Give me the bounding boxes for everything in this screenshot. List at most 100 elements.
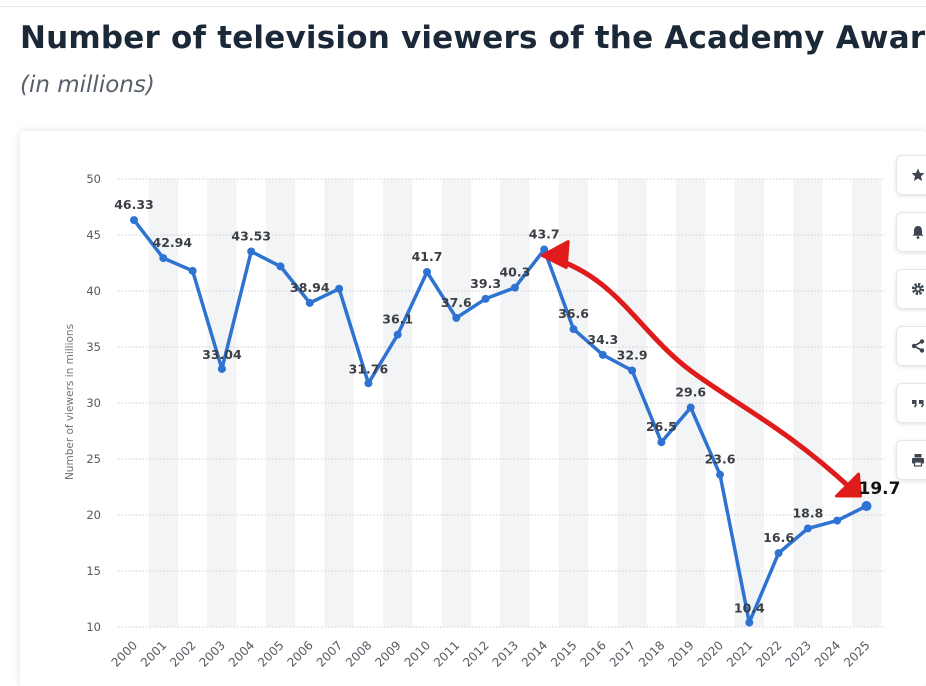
star-icon: [911, 168, 925, 181]
data-label-2020: 23.6: [705, 452, 736, 467]
print-button[interactable]: [896, 440, 926, 480]
x-tick-2008: 2008: [343, 638, 374, 669]
share-button[interactable]: [896, 326, 926, 366]
x-tick-2010: 2010: [402, 638, 433, 669]
quote-icon: [912, 400, 925, 408]
data-label-2004: 43.53: [231, 228, 271, 243]
year-band-2019: [676, 179, 706, 627]
data-point-2014: [540, 245, 549, 254]
x-tick-2016: 2016: [577, 638, 608, 669]
year-band-2017: [617, 179, 647, 627]
data-label-2023: 18.8: [792, 505, 823, 520]
data-point-2018: [657, 438, 666, 447]
data-label-2022: 16.6: [763, 530, 794, 545]
y-tick-15: 15: [86, 564, 101, 578]
data-point-2011: [452, 313, 461, 322]
chart-title: Number of television viewers of the Acad…: [20, 20, 926, 56]
y-tick-45: 45: [86, 228, 101, 242]
x-tick-2018: 2018: [636, 638, 667, 669]
x-tick-2009: 2009: [372, 638, 403, 669]
notification-button[interactable]: [896, 212, 926, 252]
x-tick-2013: 2013: [490, 638, 521, 669]
data-point-2004: [247, 247, 256, 256]
y-tick-30: 30: [86, 396, 101, 410]
x-tick-2025: 2025: [841, 638, 872, 669]
data-label-2006: 38.94: [290, 280, 330, 295]
data-point-2023: [803, 524, 812, 533]
data-point-2015: [569, 325, 578, 334]
data-point-2025: [861, 501, 872, 512]
x-tick-2005: 2005: [255, 638, 286, 669]
favorite-button[interactable]: [896, 155, 926, 195]
data-label-2010: 41.7: [412, 249, 443, 264]
data-label-2021: 10.4: [734, 601, 765, 616]
series-line-viewers: [132, 218, 869, 625]
x-tick-2014: 2014: [519, 638, 550, 669]
y-tick-40: 40: [86, 284, 101, 298]
data-point-2012: [481, 294, 490, 303]
data-point-2007: [335, 284, 344, 293]
gear-icon: [911, 282, 925, 296]
year-band-2025: [851, 179, 882, 627]
data-label-2012: 39.3: [470, 276, 501, 291]
x-tick-2015: 2015: [548, 638, 579, 669]
annotation-arrow-line: [547, 255, 853, 491]
data-point-2016: [598, 350, 607, 359]
data-label-2016: 34.3: [587, 332, 618, 347]
y-tick-50: 50: [86, 172, 101, 186]
top-divider: [0, 6, 926, 7]
settings-button[interactable]: [896, 269, 926, 309]
data-label-2001: 42.94: [153, 235, 193, 250]
handwritten-label: 19.7: [859, 479, 901, 499]
citation-button[interactable]: [896, 383, 926, 423]
x-tick-2003: 2003: [197, 638, 228, 669]
data-point-2020: [716, 470, 724, 479]
year-band-2011: [441, 179, 471, 627]
data-point-2010: [423, 267, 431, 276]
data-point-2006: [305, 298, 314, 307]
x-tick-2021: 2021: [724, 638, 755, 669]
data-label-2014: 43.7: [529, 227, 560, 242]
data-point-2005: [276, 262, 285, 271]
data-label-2008: 31.76: [349, 361, 389, 376]
x-tick-2019: 2019: [665, 638, 696, 669]
annotation-arrowhead-start: [540, 240, 570, 270]
data-label-2011: 37.6: [441, 295, 472, 310]
data-point-2024: [833, 516, 842, 525]
annotation-arrowhead-end: [835, 472, 862, 498]
x-tick-2002: 2002: [167, 638, 198, 669]
year-band-2003: [207, 179, 237, 627]
data-points: [130, 216, 872, 627]
data-label-2019: 29.6: [675, 384, 706, 399]
printer-icon: [912, 454, 924, 467]
x-tick-2017: 2017: [607, 638, 638, 669]
data-label-2018: 26.5: [646, 419, 677, 434]
data-label-2009: 36.1: [382, 312, 413, 327]
x-tick-2023: 2023: [783, 638, 814, 669]
y-tick-25: 25: [86, 452, 101, 466]
x-tick-2022: 2022: [753, 638, 784, 669]
data-label-2017: 32.9: [617, 348, 648, 363]
x-axis-ticks: 2000200120022003200420052006200720082009…: [109, 638, 873, 669]
data-label-2000: 46.33: [114, 197, 154, 212]
chart-subtitle: (in millions): [20, 72, 155, 98]
x-tick-2000: 2000: [109, 638, 140, 669]
x-tick-2001: 2001: [138, 638, 169, 669]
data-label-2003: 33.04: [202, 347, 242, 362]
share-icon: [911, 339, 925, 353]
x-tick-2012: 2012: [460, 638, 491, 669]
y-tick-10: 10: [86, 620, 101, 634]
data-point-2009: [393, 330, 402, 339]
data-point-2017: [628, 366, 637, 375]
x-tick-2006: 2006: [284, 638, 315, 669]
data-point-2002: [188, 266, 197, 275]
y-axis-ticks: 10 15 20 25 30 35 40 45 50: [86, 172, 101, 634]
y-tick-35: 35: [86, 340, 101, 354]
data-point-2022: [774, 549, 783, 558]
data-label-2013: 40.3: [499, 265, 530, 280]
bell-icon: [912, 226, 924, 239]
data-point-2013: [510, 283, 519, 292]
annotations: 19.7: [540, 240, 901, 499]
x-tick-2007: 2007: [314, 638, 345, 669]
